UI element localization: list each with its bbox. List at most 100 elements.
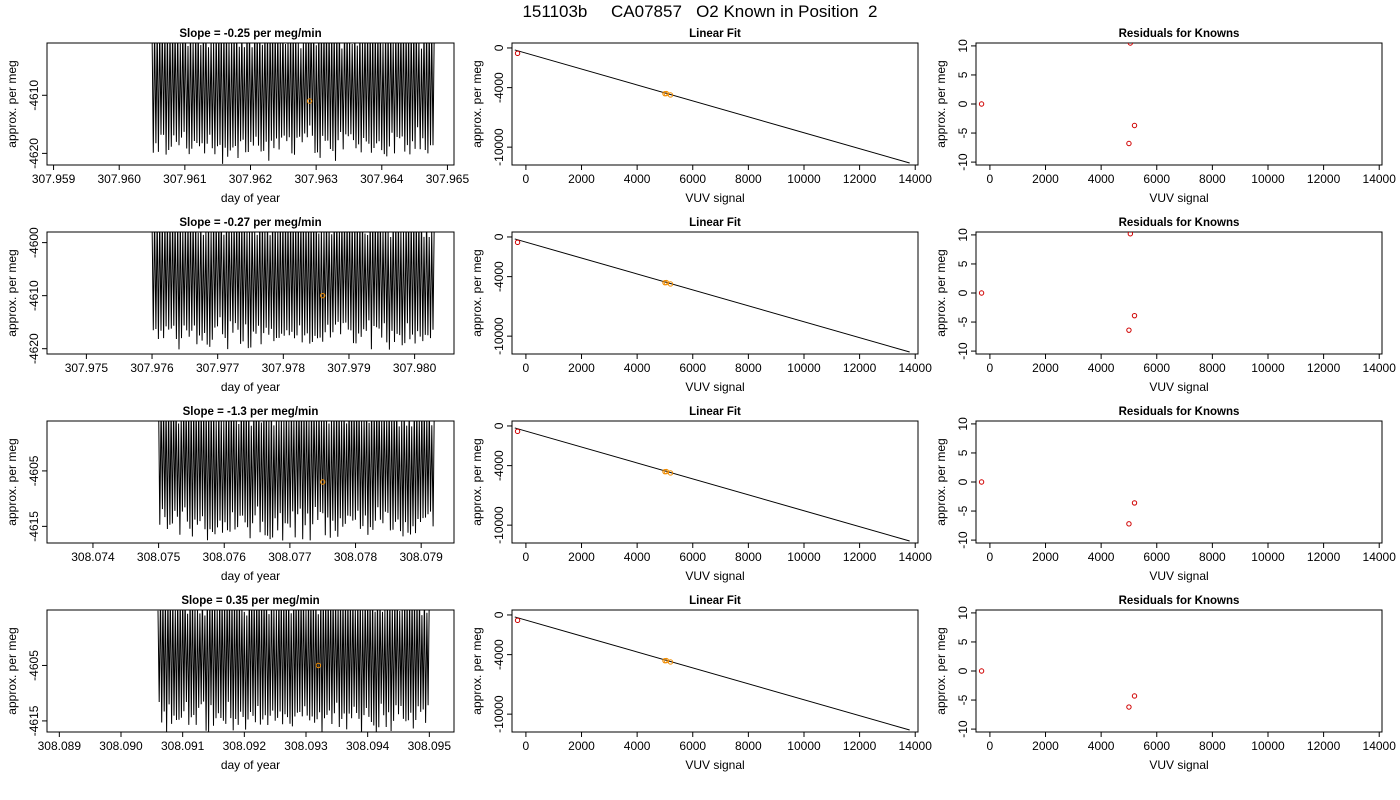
x-tick-label: 307.976 — [130, 361, 174, 375]
chart-title: Residuals for Knowns — [1119, 28, 1240, 40]
x-tick-label: 10000 — [787, 550, 821, 564]
y-tick-label: -10000 — [492, 695, 506, 733]
x-tick-label: 12000 — [843, 172, 877, 186]
x-tick-label: 2000 — [568, 172, 595, 186]
x-tick-label: 0 — [987, 550, 994, 564]
y-axis-label: approx. per meg — [5, 438, 19, 525]
y-tick-label: -4000 — [492, 450, 506, 481]
x-tick-label: 308.091 — [161, 739, 205, 753]
y-tick-label: 0 — [492, 611, 506, 618]
x-tick-label: 308.075 — [137, 550, 181, 564]
fit-line — [514, 238, 910, 353]
y-tick-label: -4600 — [27, 227, 41, 258]
y-tick-label: 0 — [492, 233, 506, 240]
x-tick-label: 4000 — [1088, 172, 1115, 186]
y-tick-label: -4620 — [27, 138, 41, 169]
x-tick-label: 8000 — [735, 361, 762, 375]
x-tick-label: 2000 — [1032, 739, 1059, 753]
y-tick-label: 0 — [492, 44, 506, 51]
y-tick-label: -10 — [956, 531, 970, 549]
x-tick-label: 12000 — [1307, 550, 1341, 564]
x-tick-label: 14000 — [1363, 550, 1397, 564]
x-tick-label: 10000 — [787, 739, 821, 753]
x-tick-label: 307.959 — [32, 172, 76, 186]
x-tick-label: 14000 — [1363, 361, 1397, 375]
y-tick-label: -4620 — [27, 333, 41, 364]
x-axis-label: VUV signal — [1149, 758, 1208, 772]
x-tick-label: 12000 — [1307, 361, 1341, 375]
x-tick-label: 8000 — [1199, 550, 1226, 564]
y-tick-label: -10 — [956, 342, 970, 360]
panel-trace-row-4: Slope = 0.35 per meg/min 308.089 308.090 30… — [5, 595, 455, 772]
x-axis-label: day of year — [221, 758, 280, 772]
x-tick-label: 4000 — [1088, 739, 1115, 753]
x-axis-label: VUV signal — [1149, 569, 1208, 583]
plot-frame — [46, 420, 455, 544]
y-axis-label: approx. per meg — [934, 438, 948, 525]
plot-area — [514, 238, 910, 353]
x-tick-label: 10000 — [1251, 550, 1285, 564]
plot-frame — [511, 609, 919, 733]
x-tick-label: 6000 — [1143, 550, 1170, 564]
plot-frame — [975, 42, 1383, 166]
y-tick-label: -4000 — [492, 72, 506, 103]
x-tick-label: 12000 — [843, 361, 877, 375]
y-tick-label: 0 — [956, 100, 970, 107]
data-point — [514, 428, 521, 435]
chart-title: Residuals for Knowns — [1119, 217, 1240, 229]
x-tick-label: 307.962 — [229, 172, 273, 186]
x-tick-label: 308.074 — [71, 550, 115, 564]
plot-area — [157, 610, 430, 732]
x-tick-label: 0 — [523, 550, 530, 564]
x-tick-label: 14000 — [899, 172, 933, 186]
x-tick-label: 0 — [987, 739, 994, 753]
y-tick-label: -4000 — [492, 261, 506, 292]
x-axis-label: VUV signal — [1149, 191, 1208, 205]
x-axis-label: day of year — [221, 569, 280, 583]
chart-title: Slope = 0.35 per meg/min — [181, 595, 319, 607]
y-tick-label: -5 — [956, 694, 970, 705]
x-tick-label: 308.089 — [38, 739, 82, 753]
chart-title: Slope = -0.27 per meg/min — [179, 217, 321, 229]
residual-point — [978, 290, 985, 296]
data-point — [663, 468, 670, 475]
x-tick-label: 307.975 — [65, 361, 109, 375]
y-tick-label: -10 — [956, 720, 970, 738]
y-tick-label: -10000 — [492, 506, 506, 544]
x-tick-label: 308.093 — [284, 739, 328, 753]
x-tick-label: 14000 — [899, 550, 933, 564]
y-tick-label: -10000 — [492, 128, 506, 166]
marker-point — [320, 292, 326, 299]
y-axis-label: approx. per meg — [934, 60, 948, 147]
x-tick-label: 2000 — [1032, 361, 1059, 375]
chart-title: Linear Fit — [689, 28, 741, 40]
y-tick-label: 5 — [956, 260, 970, 267]
plot-area — [514, 616, 910, 731]
plot-frame — [511, 231, 919, 355]
y-tick-label: -4615 — [27, 705, 41, 736]
chart-title: Linear Fit — [689, 406, 741, 418]
residual-point — [1131, 500, 1138, 506]
residual-point — [978, 479, 985, 485]
data-trace-line — [151, 43, 435, 164]
x-tick-label: 308.076 — [203, 550, 247, 564]
data-point — [514, 239, 521, 246]
x-tick-label: 308.090 — [99, 739, 143, 753]
x-tick-label: 8000 — [1199, 172, 1226, 186]
x-tick-label: 14000 — [1363, 172, 1397, 186]
x-tick-label: 4000 — [624, 172, 651, 186]
panel-trace-row-2: Slope = -0.27 per meg/min 307.975 307.976 3… — [5, 217, 455, 394]
fit-line — [514, 427, 910, 542]
x-tick-label: 14000 — [1363, 739, 1397, 753]
x-tick-label: 6000 — [679, 361, 706, 375]
x-tick-label: 14000 — [899, 739, 933, 753]
x-tick-label: 4000 — [624, 361, 651, 375]
chart-title: Slope = -0.25 per meg/min — [179, 28, 321, 40]
x-tick-label: 0 — [987, 361, 994, 375]
data-point — [514, 617, 521, 624]
marker-point — [306, 98, 313, 104]
x-tick-label: 6000 — [1143, 739, 1170, 753]
x-tick-label: 307.977 — [196, 361, 240, 375]
